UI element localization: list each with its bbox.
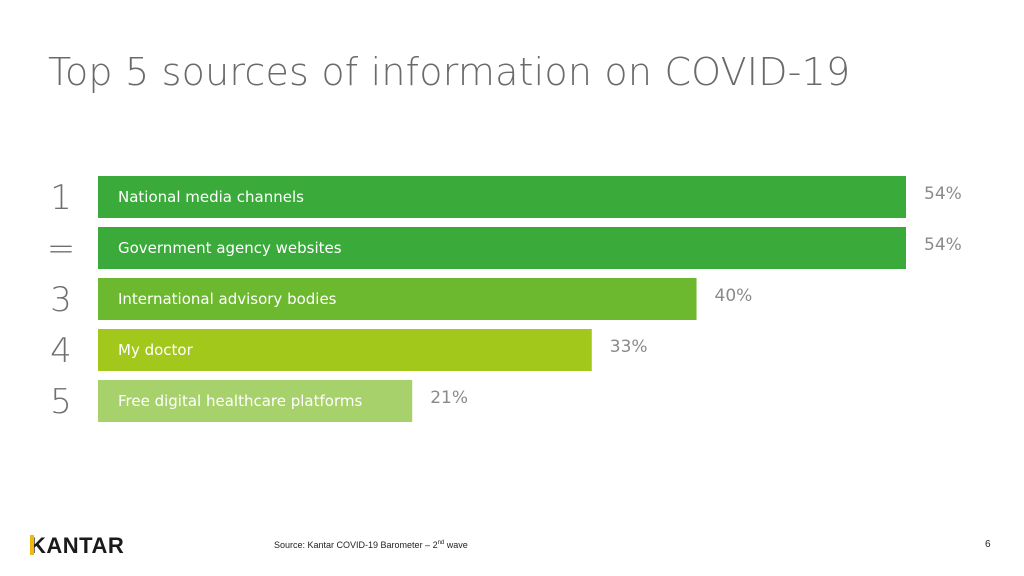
source-text: Source: Kantar COVID-19 Barometer – 2 (274, 540, 438, 550)
bar-category-label: Free digital healthcare platforms (118, 392, 362, 410)
rank-label: 5 (50, 382, 72, 422)
bar (98, 278, 697, 320)
rank-label: 3 (50, 280, 72, 320)
bar-category-label: My doctor (118, 341, 194, 359)
bar-value-label: 54% (924, 184, 962, 204)
source-note: Source: Kantar COVID-19 Barometer – 2nd … (274, 540, 468, 550)
bar-category-label: International advisory bodies (118, 290, 337, 308)
page-number: 6 (985, 539, 991, 550)
bar (98, 176, 906, 218)
logo-text: KANTAR (30, 533, 125, 558)
bar-category-label: National media channels (118, 188, 304, 206)
bar-category-label: Government agency websites (118, 239, 342, 257)
chart-title: Top 5 sources of information on COVID-19 (48, 50, 851, 94)
bar (98, 227, 906, 269)
bar (98, 329, 592, 371)
bar-value-label: 33% (610, 337, 648, 357)
bar (98, 380, 413, 422)
source-suffix: wave (444, 540, 468, 550)
rank-label: = (47, 229, 76, 269)
bar-value-label: 54% (924, 235, 962, 255)
rank-label: 1 (50, 178, 72, 218)
kantar-logo: KANTAR (30, 533, 124, 559)
source-superscript: nd (437, 540, 445, 546)
bar-value-label: 40% (715, 286, 753, 306)
rank-label: 4 (50, 331, 72, 371)
bar-value-label: 21% (430, 388, 468, 408)
